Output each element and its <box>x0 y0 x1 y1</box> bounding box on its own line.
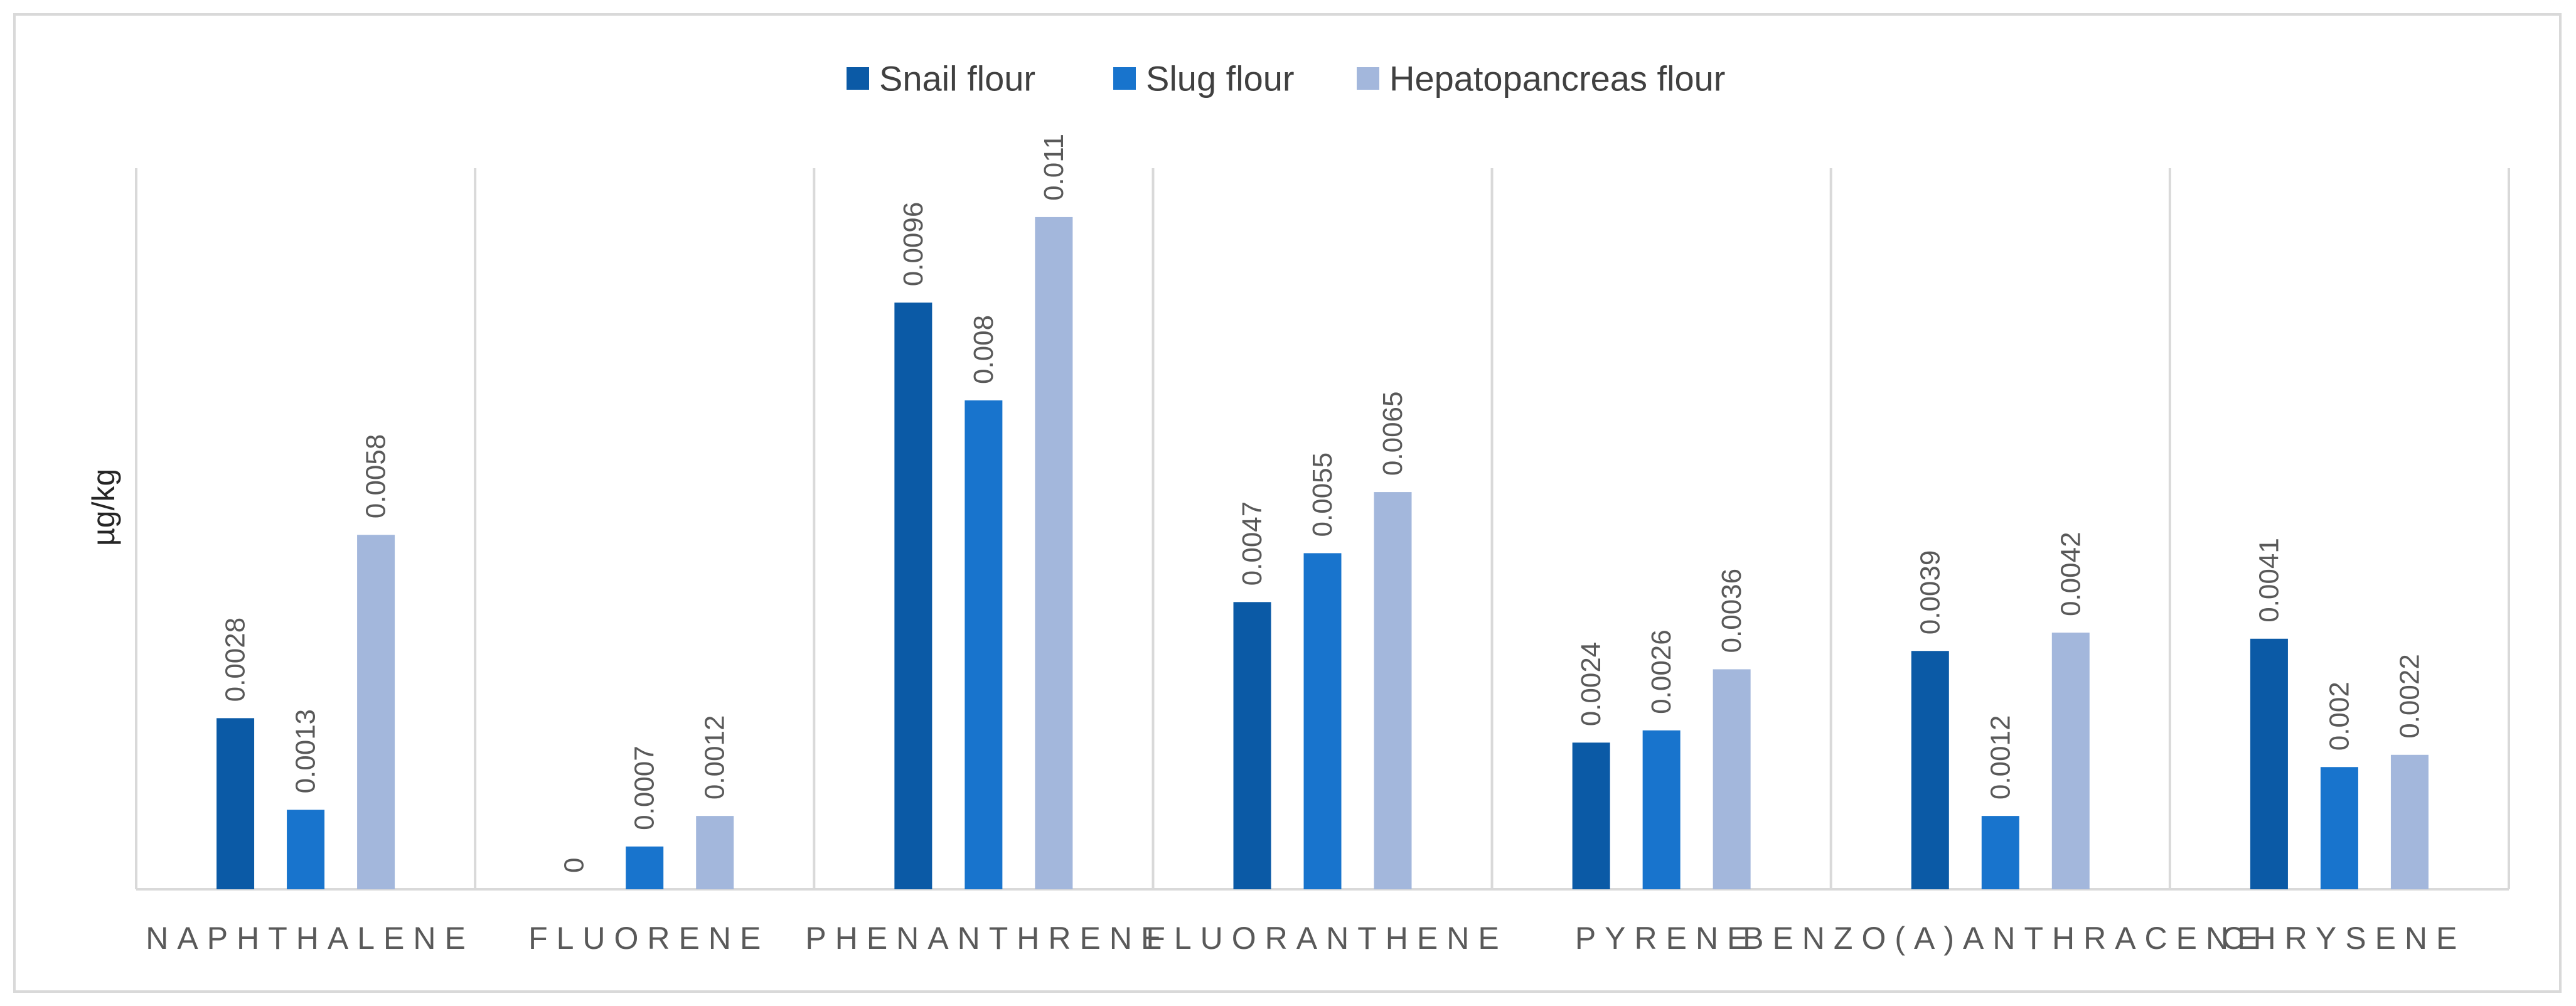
data-label: 0.0096 <box>898 202 929 287</box>
bar-hepatopancreas-flour-pyrene <box>1713 669 1751 889</box>
legend-label: Slug flour <box>1146 59 1295 99</box>
bar-snail-flour-pyrene <box>1572 742 1610 889</box>
data-label: 0.0042 <box>2055 532 2086 616</box>
data-label: 0.0026 <box>1646 629 1677 714</box>
data-label: 0 <box>559 858 590 873</box>
data-label: 0.0055 <box>1307 452 1338 537</box>
bar-hepatopancreas-flour-chrysene <box>2390 754 2429 889</box>
data-label: 0.0065 <box>1377 391 1408 476</box>
bar-hepatopancreas-flour-phenanthrene <box>1035 217 1073 889</box>
data-label: 0.0028 <box>220 618 251 702</box>
data-label: 0.0036 <box>1716 569 1747 653</box>
bar-hepatopancreas-flour-benzo-a-anthracene <box>2051 633 2090 889</box>
data-label: 0.011 <box>1039 134 1069 201</box>
legend-swatch <box>1357 67 1379 90</box>
data-label: 0.0012 <box>700 715 730 800</box>
bar-snail-flour-fluoranthene <box>1233 602 1271 889</box>
legend-label: Hepatopancreas flour <box>1389 59 1725 99</box>
category-dividers <box>135 168 2510 889</box>
legend-label: Snail flour <box>879 59 1035 99</box>
bar-slug-flour-naphthalene <box>287 810 325 889</box>
data-label: 0.0012 <box>1985 715 2016 800</box>
x-tick-label: NAPHTHALENE <box>146 921 474 956</box>
bar-slug-flour-chrysene <box>2320 767 2358 889</box>
bar-hepatopancreas-flour-naphthalene <box>357 535 395 889</box>
data-label: 0.0007 <box>629 746 660 830</box>
bar-snail-flour-phenanthrene <box>894 302 933 889</box>
bars-group <box>216 217 2429 889</box>
data-label: 0.0047 <box>1237 501 1268 586</box>
data-label: 0.008 <box>968 315 999 384</box>
x-tick-label: PHENANTHRENE <box>805 921 1170 956</box>
chart-frame <box>13 13 2562 993</box>
bar-hepatopancreas-flour-fluorene <box>696 816 734 889</box>
x-tick-label: BENZO(A)ANTHRACENE <box>1743 921 2267 956</box>
data-label: 0.0058 <box>361 434 392 519</box>
bar-snail-flour-naphthalene <box>216 718 255 889</box>
x-tick-label: PYRENE <box>1575 921 1757 956</box>
x-tick-label: FLUORENE <box>528 921 769 956</box>
x-tick-label: CHRYSENE <box>2221 921 2466 956</box>
bar-slug-flour-fluoranthene <box>1303 553 1342 889</box>
bar-snail-flour-chrysene <box>2250 638 2288 889</box>
bar-slug-flour-benzo-a-anthracene <box>1981 816 2019 889</box>
data-label: 0.002 <box>2324 682 2354 751</box>
value-labels-group: 0.0028 0.0013 0.0058 0 0.0007 0.0012 0.0096 0.0… <box>220 134 2425 873</box>
legend: Snail flour Slug flour Hepatopancreas flou… <box>847 59 1725 99</box>
bar-slug-flour-fluorene <box>626 846 664 889</box>
bar-snail-flour-benzo-a-anthracene <box>1911 651 1949 889</box>
legend-swatch <box>1113 67 1136 90</box>
y-axis-label: µg/kg <box>86 469 121 546</box>
data-label: 0.0039 <box>1915 550 1945 635</box>
bar-slug-flour-pyrene <box>1642 730 1681 889</box>
legend-swatch <box>847 67 869 90</box>
bar-slug-flour-phenanthrene <box>965 400 1003 889</box>
data-label: 0.0013 <box>291 709 321 794</box>
bar-hepatopancreas-flour-fluoranthene <box>1374 492 1412 889</box>
data-label: 0.0024 <box>1576 642 1606 727</box>
x-tick-label: FLUORANTHENE <box>1146 921 1507 956</box>
data-label: 0.0022 <box>2394 654 2425 739</box>
category-labels-group: NAPHTHALENE FLUORENE PHENANTHRENEFLUORANTH… <box>146 921 2466 956</box>
data-label: 0.0041 <box>2253 538 2284 623</box>
